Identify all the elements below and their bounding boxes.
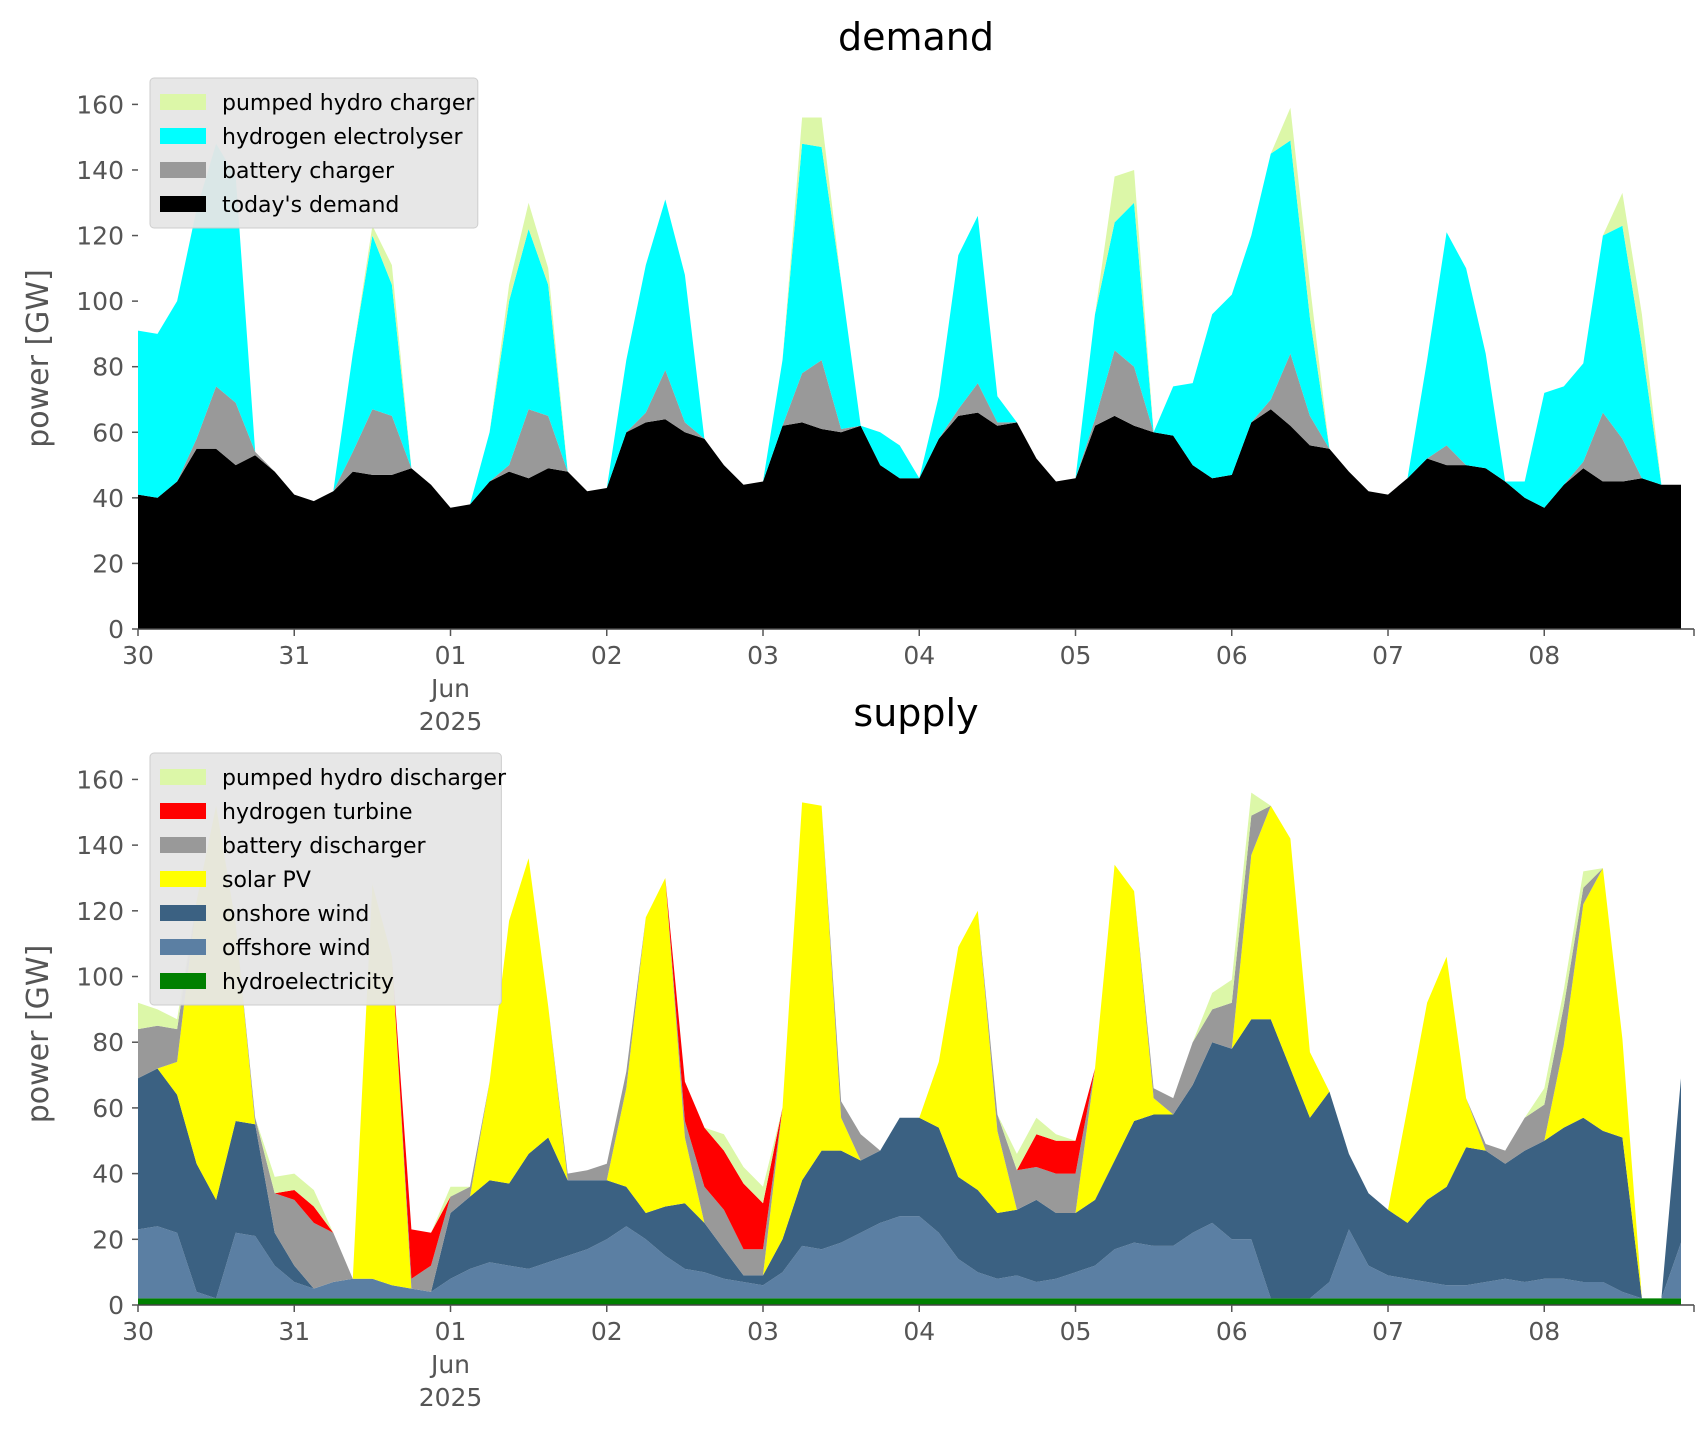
- y-axis-title: power [GW]: [21, 269, 56, 448]
- y-axis-title: power [GW]: [21, 945, 56, 1124]
- x-tick-label: 01: [435, 641, 467, 670]
- legend-swatch-pumped-hydro-discharger: [160, 769, 206, 785]
- x-tick-label: 07: [1372, 1317, 1404, 1346]
- legend-swatch-pumped-hydro-charger: [160, 94, 206, 110]
- legend-swatch-battery-discharger: [160, 837, 206, 853]
- x-tick-label: 08: [1528, 641, 1560, 670]
- y-tick-label: 40: [92, 1160, 124, 1189]
- x-tick-label: 31: [278, 641, 310, 670]
- y-tick-label: 100: [76, 963, 124, 992]
- x-tick-year-label: 2025: [419, 1383, 483, 1412]
- y-tick-label: 0: [108, 615, 124, 644]
- legend-swatch-battery-charger: [160, 162, 206, 178]
- area-onshore-wind: [138, 1019, 1681, 1299]
- legend-label-offshore-wind: offshore wind: [222, 936, 371, 961]
- y-tick-label: 140: [76, 156, 124, 185]
- x-tick-label: 31: [278, 1317, 310, 1346]
- x-tick-label: 05: [1060, 1317, 1092, 1346]
- y-tick-label: 140: [76, 831, 124, 860]
- x-tick-label: 01: [435, 1317, 467, 1346]
- legend-box: [149, 77, 479, 229]
- area-battery-discharger: [138, 802, 1681, 1299]
- y-tick-label: 100: [76, 287, 124, 316]
- x-tick-label: 03: [747, 1317, 779, 1346]
- y-tick-label: 80: [92, 1028, 124, 1057]
- y-tick-label: 20: [92, 549, 124, 578]
- x-tick-label: 06: [1216, 641, 1248, 670]
- x-tick-label: 03: [747, 641, 779, 670]
- area-today-s-demand: [138, 409, 1681, 629]
- legend-swatch-solar-pv: [160, 871, 206, 887]
- area-layers: [138, 107, 1681, 629]
- legend-swatch-hydroelectricity: [160, 973, 206, 989]
- x-tick-label: 30: [122, 641, 154, 670]
- y-tick-label: 160: [76, 90, 124, 119]
- legend-label-hydrogen-electrolyser: hydrogen electrolyser: [222, 125, 463, 150]
- chart-title: demand: [838, 15, 994, 59]
- legend-label-pumped-hydro-discharger: pumped hydro discharger: [222, 766, 507, 791]
- y-tick-label: 0: [108, 1291, 124, 1320]
- x-tick-label: 06: [1216, 1317, 1248, 1346]
- y-tick-label: 20: [92, 1225, 124, 1254]
- x-tick-label: 30: [122, 1317, 154, 1346]
- legend-label-today-s-demand: today's demand: [222, 193, 399, 218]
- area-battery-charger: [138, 350, 1681, 508]
- legend-label-pumped-hydro-charger: pumped hydro charger: [222, 91, 475, 116]
- area-hydroelectricity: [138, 1298, 1681, 1305]
- x-tick-month-label: Jun: [429, 1350, 470, 1379]
- x-tick-label: 08: [1528, 1317, 1560, 1346]
- y-tick-label: 120: [76, 222, 124, 251]
- y-tick-label: 60: [92, 1094, 124, 1123]
- x-tick-month-label: Jun: [429, 674, 470, 703]
- legend-label-hydrogen-turbine: hydrogen turbine: [222, 800, 413, 825]
- legend-label-solar-pv: solar PV: [222, 868, 311, 893]
- legend-label-battery-charger: battery charger: [222, 159, 395, 184]
- x-tick-label: 02: [591, 641, 623, 670]
- legend-label-hydroelectricity: hydroelectricity: [222, 970, 394, 995]
- legend-swatch-today-s-demand: [160, 196, 206, 212]
- area-offshore-wind: [138, 1216, 1681, 1299]
- x-tick-label: 05: [1060, 641, 1092, 670]
- area-solar-pv: [138, 802, 1681, 1299]
- legend-label-onshore-wind: onshore wind: [222, 902, 369, 927]
- chart-title: supply: [853, 691, 978, 735]
- legend-swatch-hydrogen-electrolyser: [160, 128, 206, 144]
- x-tick-label: 02: [591, 1317, 623, 1346]
- area-layers: [138, 792, 1681, 1305]
- legend-box: [149, 752, 502, 1006]
- y-tick-label: 80: [92, 353, 124, 382]
- x-tick-label: 04: [903, 1317, 935, 1346]
- y-tick-label: 160: [76, 765, 124, 794]
- legend-label-battery-discharger: battery discharger: [222, 834, 427, 859]
- area-hydrogen-electrolyser: [138, 140, 1681, 508]
- y-tick-label: 40: [92, 484, 124, 513]
- legend: pumped hydro discharger hydrogen turbine b…: [149, 752, 507, 1006]
- y-tick-label: 120: [76, 897, 124, 926]
- x-tick-year-label: 2025: [419, 707, 483, 736]
- legend-swatch-offshore-wind: [160, 939, 206, 955]
- legend-swatch-onshore-wind: [160, 905, 206, 921]
- legend: pumped hydro charger hydrogen electrolyse…: [149, 77, 479, 229]
- legend-swatch-hydrogen-turbine: [160, 803, 206, 819]
- x-tick-label: 07: [1372, 641, 1404, 670]
- x-tick-label: 04: [903, 641, 935, 670]
- y-tick-label: 60: [92, 418, 124, 447]
